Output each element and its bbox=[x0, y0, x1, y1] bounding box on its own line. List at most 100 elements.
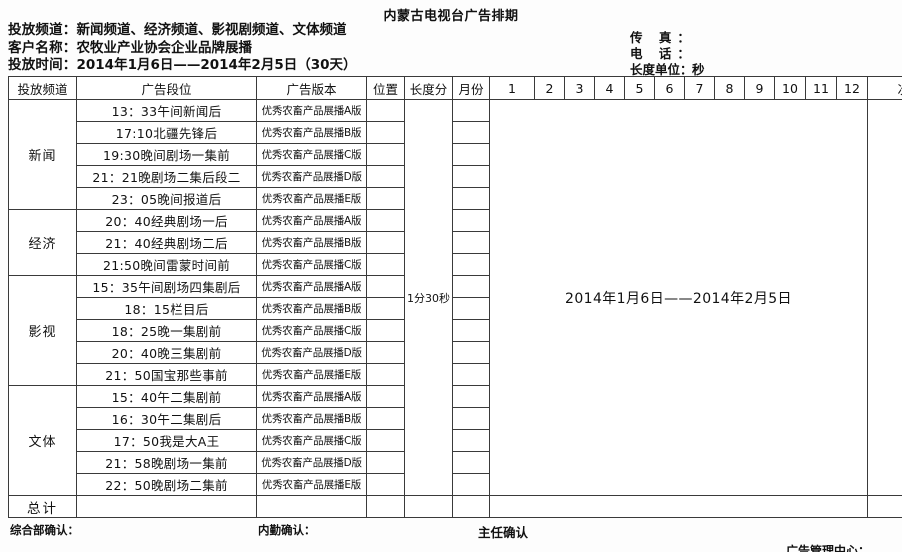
col-header-day-11: 11 bbox=[805, 76, 837, 100]
col-header-day-4: 4 bbox=[594, 76, 625, 100]
slot-cell: 21：58晚剧场一集前 bbox=[76, 451, 257, 474]
month-cell[interactable] bbox=[452, 407, 490, 430]
month-cell[interactable] bbox=[452, 319, 490, 342]
table-row[interactable]: 17：50我是大A王 优秀农畜产品展播C版 bbox=[9, 429, 902, 452]
version-cell: 优秀农畜产品展播C版 bbox=[256, 319, 367, 342]
version-cell: 优秀农畜产品展播C版 bbox=[256, 253, 367, 276]
month-cell[interactable] bbox=[452, 187, 490, 210]
header-channels-label: 投放频道： bbox=[8, 22, 77, 38]
channel-cell-news: 新闻 bbox=[8, 99, 77, 210]
position-cell[interactable] bbox=[366, 275, 405, 298]
table-row[interactable]: 18：25晚一集剧前 优秀农畜产品展播C版 bbox=[9, 319, 902, 342]
col-header-slot: 广告段位 bbox=[76, 76, 257, 100]
month-cell[interactable] bbox=[452, 99, 490, 122]
month-cell[interactable] bbox=[452, 231, 490, 254]
version-cell: 优秀农畜产品展播C版 bbox=[256, 429, 367, 452]
position-cell[interactable] bbox=[366, 319, 405, 342]
slot-cell: 23：05晚间报道后 bbox=[76, 187, 257, 210]
position-cell[interactable] bbox=[366, 187, 405, 210]
col-header-day-10: 10 bbox=[774, 76, 806, 100]
table-row[interactable]: 19:30晚间剧场一集前 优秀农畜产品展播C版 bbox=[9, 143, 902, 166]
month-cell[interactable] bbox=[452, 429, 490, 452]
table-header-row: 投放频道 广告段位 广告版本 位置 长度分 月份 1 2 3 4 5 6 7 8… bbox=[8, 76, 902, 100]
month-cell[interactable] bbox=[452, 165, 490, 188]
slot-cell: 21：50国宝那些事前 bbox=[76, 363, 257, 386]
month-cell[interactable] bbox=[452, 275, 490, 298]
month-cell[interactable] bbox=[452, 341, 490, 364]
table-row[interactable]: 21：40经典剧场二后 优秀农畜产品展播B版 bbox=[9, 231, 902, 254]
month-cell[interactable] bbox=[452, 385, 490, 408]
col-header-day-5: 5 bbox=[624, 76, 655, 100]
total-row: 总计 bbox=[8, 495, 902, 518]
table-row[interactable]: 21：50国宝那些事前 优秀农畜产品展播E版 bbox=[9, 363, 902, 386]
table-header: 投放频道 广告段位 广告版本 位置 长度分 月份 1 2 3 4 5 6 7 8… bbox=[8, 76, 902, 100]
position-cell[interactable] bbox=[366, 363, 405, 386]
position-cell[interactable] bbox=[366, 429, 405, 452]
position-cell[interactable] bbox=[366, 451, 405, 474]
version-cell: 优秀农畜产品展播A版 bbox=[256, 99, 367, 122]
position-cell[interactable] bbox=[366, 121, 405, 144]
col-header-day-2: 2 bbox=[534, 76, 565, 100]
position-cell[interactable] bbox=[366, 231, 405, 254]
col-header-position: 位置 bbox=[366, 76, 405, 100]
footer-ad-center: 广告管理中心： bbox=[786, 544, 871, 552]
slot-cell: 20：40晚三集剧前 bbox=[76, 341, 257, 364]
footer-general-dept: 综合部确认： bbox=[10, 523, 79, 537]
total-version-cell[interactable] bbox=[256, 495, 367, 518]
table-row[interactable]: 21：21晚剧场二集后段二 优秀农畜产品展播D版 bbox=[9, 165, 902, 188]
slot-cell: 18：15栏目后 bbox=[76, 297, 257, 320]
table-row[interactable]: 新闻 13：33午间新闻后 优秀农畜产品展播A版 1分30秒 2014年1月6日… bbox=[8, 99, 902, 496]
schedule-table: 投放频道 广告段位 广告版本 位置 长度分 月份 1 2 3 4 5 6 7 8… bbox=[8, 76, 902, 518]
table-row[interactable]: 23：05晚间报道后 优秀农畜产品展播E版 bbox=[9, 187, 902, 210]
position-cell[interactable] bbox=[366, 99, 405, 122]
version-cell: 优秀农畜产品展播B版 bbox=[256, 407, 367, 430]
position-cell[interactable] bbox=[366, 407, 405, 430]
header-left-block: 投放频道：新闻频道、经济频道、影视剧频道、文体频道 客户名称：农牧业产业协会企业… bbox=[8, 22, 357, 75]
footer-director: 主任确认 bbox=[478, 525, 529, 540]
header-period-line: 投放时间：2014年1月6日——2014年2月5日（30天） bbox=[8, 57, 357, 75]
month-cell[interactable] bbox=[452, 363, 490, 386]
total-times-cell[interactable] bbox=[867, 495, 902, 518]
total-length-cell[interactable] bbox=[404, 495, 453, 518]
col-header-day-12: 12 bbox=[836, 76, 868, 100]
position-cell[interactable] bbox=[366, 253, 405, 276]
month-cell[interactable] bbox=[452, 253, 490, 276]
footer: 综合部确认： 内勤确认： 主任确认 广告管理中心： bbox=[0, 510, 902, 552]
position-cell[interactable] bbox=[366, 473, 405, 496]
position-cell[interactable] bbox=[366, 385, 405, 408]
table-row[interactable]: 经济 20：40经典剧场一后 优秀农畜产品展播A版 bbox=[8, 209, 902, 276]
month-cell[interactable] bbox=[452, 451, 490, 474]
version-cell: 优秀农畜产品展播E版 bbox=[256, 473, 367, 496]
table-row[interactable]: 16：30午二集剧后 优秀农畜产品展播B版 bbox=[9, 407, 902, 430]
position-cell[interactable] bbox=[366, 209, 405, 232]
header-customer-line: 客户名称：农牧业产业协会企业品牌展播 bbox=[8, 40, 357, 58]
header-customer-label: 客户名称： bbox=[8, 39, 77, 56]
col-header-day-8: 8 bbox=[714, 76, 745, 100]
position-cell[interactable] bbox=[366, 143, 405, 166]
version-cell: 优秀农畜产品展播B版 bbox=[256, 231, 367, 254]
total-position-cell[interactable] bbox=[366, 495, 405, 518]
table-row[interactable]: 影视 15：35午间剧场四集剧后 优秀农畜产品展播A版 bbox=[8, 275, 902, 386]
position-cell[interactable] bbox=[366, 297, 405, 320]
col-header-channel: 投放频道 bbox=[8, 76, 77, 100]
month-cell[interactable] bbox=[452, 473, 490, 496]
table-row[interactable]: 文体 15：40午二集剧前 优秀农畜产品展播A版 bbox=[8, 385, 902, 496]
col-header-version: 广告版本 bbox=[256, 76, 367, 100]
table-row[interactable]: 22：50晚剧场二集前 优秀农畜产品展播E版 bbox=[9, 473, 902, 496]
position-cell[interactable] bbox=[366, 341, 405, 364]
total-slot-cell[interactable] bbox=[76, 495, 257, 518]
table-row[interactable]: 18：15栏目后 优秀农畜产品展播B版 bbox=[9, 297, 902, 320]
position-cell[interactable] bbox=[366, 165, 405, 188]
month-cell[interactable] bbox=[452, 143, 490, 166]
total-month-cell[interactable] bbox=[452, 495, 490, 518]
slot-cell: 17：50我是大A王 bbox=[76, 429, 257, 452]
table-row[interactable]: 20：40晚三集剧前 优秀农畜产品展播D版 bbox=[9, 341, 902, 364]
total-days-cell[interactable] bbox=[489, 495, 868, 518]
table-body: 新闻 13：33午间新闻后 优秀农畜产品展播A版 1分30秒 2014年1月6日… bbox=[8, 99, 902, 518]
month-cell[interactable] bbox=[452, 209, 490, 232]
footer-internal: 内勤确认： bbox=[258, 523, 316, 537]
month-cell[interactable] bbox=[452, 121, 490, 144]
month-cell[interactable] bbox=[452, 297, 490, 320]
version-cell: 优秀农畜产品展播B版 bbox=[256, 121, 367, 144]
